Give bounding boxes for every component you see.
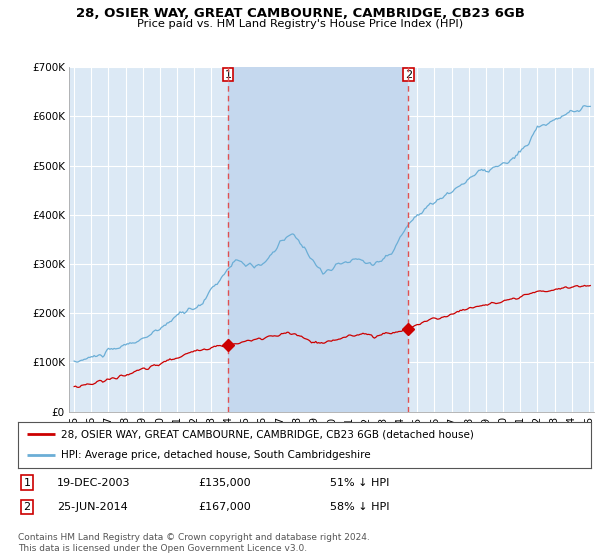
Text: 1: 1 — [23, 478, 31, 488]
Text: 28, OSIER WAY, GREAT CAMBOURNE, CAMBRIDGE, CB23 6GB: 28, OSIER WAY, GREAT CAMBOURNE, CAMBRIDG… — [76, 7, 524, 20]
Bar — [228, 67, 409, 412]
Text: £135,000: £135,000 — [198, 478, 251, 488]
Text: 1: 1 — [224, 69, 232, 80]
Text: 19-DEC-2003: 19-DEC-2003 — [57, 478, 131, 488]
Text: 58% ↓ HPI: 58% ↓ HPI — [330, 502, 389, 512]
Text: 28, OSIER WAY, GREAT CAMBOURNE, CAMBRIDGE, CB23 6GB (detached house): 28, OSIER WAY, GREAT CAMBOURNE, CAMBRIDG… — [61, 429, 474, 439]
Text: 25-JUN-2014: 25-JUN-2014 — [57, 502, 128, 512]
Text: £167,000: £167,000 — [198, 502, 251, 512]
Text: 51% ↓ HPI: 51% ↓ HPI — [330, 478, 389, 488]
Text: 2: 2 — [405, 69, 412, 80]
Text: Price paid vs. HM Land Registry's House Price Index (HPI): Price paid vs. HM Land Registry's House … — [137, 19, 463, 29]
Text: 2: 2 — [23, 502, 31, 512]
Text: HPI: Average price, detached house, South Cambridgeshire: HPI: Average price, detached house, Sout… — [61, 450, 371, 460]
Text: Contains HM Land Registry data © Crown copyright and database right 2024.
This d: Contains HM Land Registry data © Crown c… — [18, 533, 370, 553]
